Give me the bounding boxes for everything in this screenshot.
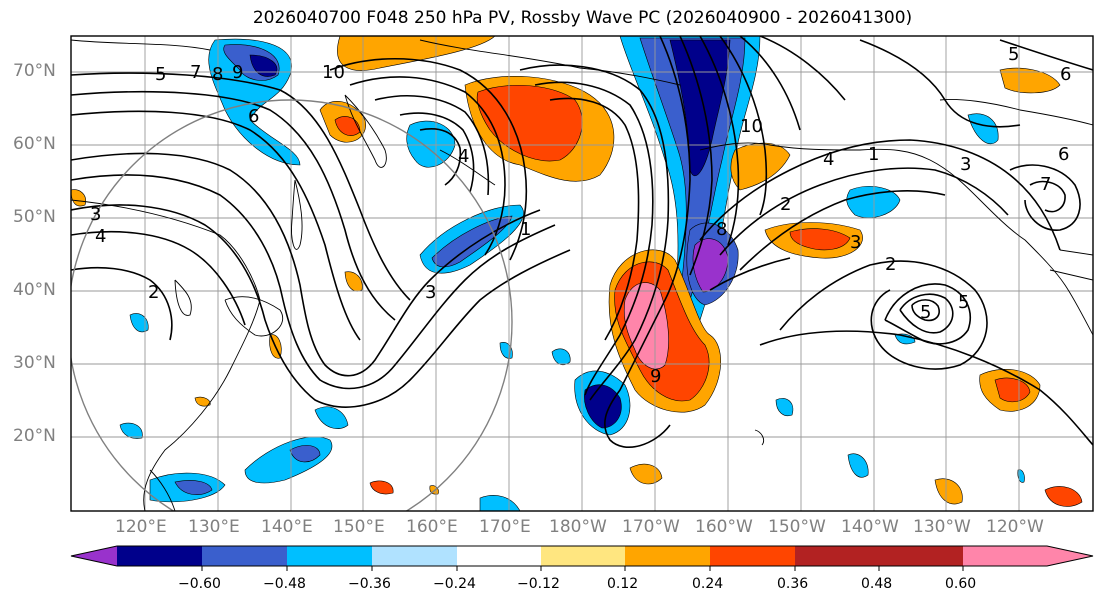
colorbar-segment xyxy=(710,546,795,566)
colorbar-segment xyxy=(963,546,1047,566)
lon-label: 150°E xyxy=(333,517,385,537)
colorbar-segment xyxy=(457,546,541,566)
colorbar-segment xyxy=(287,546,372,566)
colorbar-tick-label: 0.24 xyxy=(692,576,724,592)
lon-label: 130°E xyxy=(188,517,240,537)
lon-label: 150°W xyxy=(768,517,826,537)
contour-label: 7 xyxy=(1040,174,1051,195)
map-title: 2026040700 F048 250 hPa PV, Rossby Wave … xyxy=(252,8,913,28)
contour-labels: 5 7 8 9 6 10 3 4 2 1 2 3 5 10 9 8 4 1 5 … xyxy=(90,44,1071,387)
lon-label: 160°W xyxy=(695,517,753,537)
contour-label: 5 xyxy=(958,292,969,313)
colorbar-segment xyxy=(795,546,879,566)
contour-label: 3 xyxy=(850,232,861,253)
colorbar-segment xyxy=(117,546,202,566)
contour-label: 3 xyxy=(425,282,436,303)
contour-label: 6 xyxy=(248,106,259,127)
lon-label: 180°W xyxy=(549,517,607,537)
lat-label: 50°N xyxy=(13,207,56,227)
contour-label: 5 xyxy=(155,64,166,85)
lon-label: 140°E xyxy=(261,517,313,537)
colorbar-tick-label: 0.12 xyxy=(607,576,639,592)
colorbar-extend-max xyxy=(1047,546,1093,566)
lon-label: 170°E xyxy=(479,517,531,537)
contour-label: 1 xyxy=(520,219,531,240)
contour-label: 2 xyxy=(780,194,791,215)
colorbar-extend-min xyxy=(71,546,117,566)
lon-label: 130°W xyxy=(913,517,971,537)
contour-label: 4 xyxy=(95,226,106,247)
contour-label: 9 xyxy=(232,62,243,83)
colorbar-segment xyxy=(202,546,287,566)
contour-label: 7 xyxy=(190,62,201,83)
lon-label: 170°W xyxy=(622,517,680,537)
contour-label: 3 xyxy=(960,154,971,175)
contour-label: 2 xyxy=(148,282,159,303)
contour-label: 6 xyxy=(1058,144,1069,165)
colorbar-segment xyxy=(879,546,963,566)
map-panel: 5 7 8 9 6 10 3 4 2 1 2 3 5 10 9 8 4 1 5 … xyxy=(71,36,1093,511)
colorbar-tick-label: −0.60 xyxy=(178,576,221,592)
contour-label: 8 xyxy=(212,64,223,85)
pv-contours xyxy=(71,36,1093,449)
map-frame xyxy=(70,35,1094,512)
coastlines xyxy=(71,39,1093,511)
colorbar-tick-label: 0.36 xyxy=(777,576,809,592)
lat-label: 60°N xyxy=(13,134,56,154)
contour-label: 9 xyxy=(650,366,661,387)
contour-label: 5 xyxy=(1008,44,1019,65)
lat-label: 40°N xyxy=(13,280,56,300)
contour-label: 3 xyxy=(90,204,101,225)
contour-label: 4 xyxy=(458,146,469,167)
pv-anomaly-shading xyxy=(71,36,1083,511)
colorbar-tick-label: −0.36 xyxy=(348,576,391,592)
lat-label: 70°N xyxy=(13,61,56,81)
contour-label: 10 xyxy=(322,62,345,83)
contour-label: 4 xyxy=(823,149,834,170)
lon-label: 120°E xyxy=(115,517,167,537)
contour-label: 8 xyxy=(716,219,727,240)
colorbar-tick-label: 0.48 xyxy=(861,576,893,592)
colorbar-segment xyxy=(541,546,625,566)
contour-label: 2 xyxy=(885,254,896,275)
colorbar-tick-label: −0.24 xyxy=(433,576,476,592)
colorbar-tick-label: 0.60 xyxy=(945,576,977,592)
lat-label: 20°N xyxy=(13,426,56,446)
lon-label: 160°E xyxy=(406,517,458,537)
contour-label: 10 xyxy=(740,116,763,137)
lat-label: 30°N xyxy=(13,353,56,373)
lon-label: 120°W xyxy=(986,517,1044,537)
colorbar xyxy=(70,545,1094,571)
colorbar-tick-label: −0.12 xyxy=(517,576,560,592)
contour-label: 6 xyxy=(1060,64,1071,85)
lon-label: 140°W xyxy=(841,517,899,537)
colorbar-segment xyxy=(625,546,710,566)
radius-circle xyxy=(71,99,513,511)
contour-label: 1 xyxy=(868,144,879,165)
colorbar-segment xyxy=(372,546,457,566)
colorbar-tick-label: −0.48 xyxy=(263,576,306,592)
contour-label: 5 xyxy=(920,302,931,323)
